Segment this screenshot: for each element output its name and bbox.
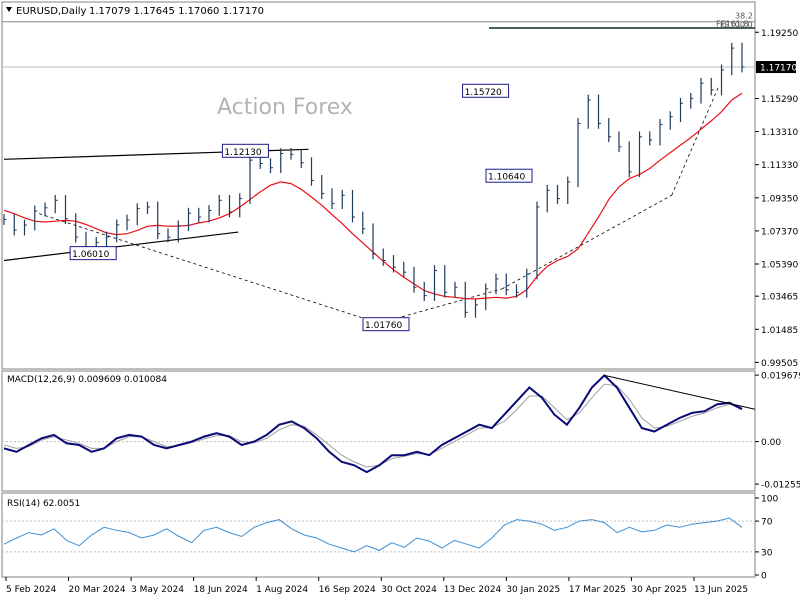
trend-line bbox=[3, 231, 239, 262]
macd-label: MACD(12,26,9) 0.009609 0.010084 bbox=[7, 375, 167, 385]
price-label-box bbox=[462, 83, 510, 98]
price-label: 1.10640 bbox=[488, 173, 525, 183]
date-tick-label: 5 Feb 2024 bbox=[6, 585, 57, 595]
price-tick-label: 0.99505 bbox=[761, 359, 798, 369]
rsi-line bbox=[3, 517, 743, 553]
macd-trend-line bbox=[604, 374, 756, 410]
dropdown-arrow-icon[interactable] bbox=[6, 7, 12, 12]
price-tick-label: 1.03465 bbox=[761, 293, 798, 303]
symbol-label: EURUSD,Daily bbox=[16, 6, 87, 17]
price-label: 1.06010 bbox=[72, 250, 109, 260]
macd-panel-frame bbox=[1, 370, 756, 492]
date-tick-label: 18 Jun 2024 bbox=[194, 585, 248, 595]
fib-label-38-2: 38.2 bbox=[735, 12, 753, 21]
price-label-box bbox=[362, 317, 410, 332]
fib-label-fe100: FE100.0 bbox=[720, 20, 753, 29]
price-tick-label: 1.07370 bbox=[761, 227, 798, 237]
price-label: 1.12130 bbox=[224, 148, 261, 158]
rsi-tick-label: 100 bbox=[761, 495, 778, 505]
price-tick-label: 1.13310 bbox=[761, 128, 798, 138]
price-label-box bbox=[69, 246, 117, 261]
price-tick-label: 1.09350 bbox=[761, 194, 798, 204]
date-tick-label: 16 Sep 2024 bbox=[319, 585, 376, 595]
price-label: 1.01760 bbox=[365, 321, 402, 331]
date-tick-label: 30 Jan 2025 bbox=[506, 585, 560, 595]
fib-label-fe161-8: FE161.8 bbox=[716, 20, 749, 29]
watermark: Action Forex bbox=[217, 95, 353, 120]
date-tick-label: 20 Mar 2024 bbox=[69, 585, 126, 595]
price-tick-label: 1.01485 bbox=[761, 326, 798, 336]
wave-line bbox=[39, 213, 379, 324]
price-tick-label: 1.19250 bbox=[761, 29, 798, 39]
current-price-tag bbox=[756, 61, 796, 74]
rsi-tick-label: 70 bbox=[761, 518, 773, 528]
macd-tick-label: -0.012552 bbox=[761, 481, 800, 491]
rsi-label: RSI(14) 62.0051 bbox=[7, 499, 80, 509]
date-tick-label: 13 Jun 2025 bbox=[694, 585, 748, 595]
current-price-label: 1.17170 bbox=[760, 64, 797, 74]
macd-tick-label: 0.00 bbox=[761, 438, 781, 448]
price-tick-label: 1.05390 bbox=[761, 261, 798, 271]
price-label-box bbox=[485, 168, 533, 183]
macd-tick-label: 0.019679 bbox=[761, 372, 800, 382]
rsi-tick-label: 0 bbox=[761, 572, 767, 582]
date-tick-label: 17 Mar 2025 bbox=[569, 585, 626, 595]
wave-line bbox=[671, 86, 719, 196]
date-tick-label: 1 Aug 2024 bbox=[256, 585, 308, 595]
macd-line bbox=[3, 374, 743, 474]
ohlc-label: 1.17079 1.17645 1.17060 1.17170 bbox=[89, 6, 264, 17]
price-label-box bbox=[221, 143, 269, 158]
date-tick-label: 30 Apr 2025 bbox=[631, 585, 687, 595]
wave-line bbox=[501, 194, 672, 290]
date-tick-label: 3 May 2024 bbox=[131, 585, 184, 595]
price-panel-frame bbox=[1, 1, 756, 370]
date-tick-label: 13 Dec 2024 bbox=[444, 585, 502, 595]
date-tick-label: 30 Oct 2024 bbox=[381, 585, 437, 595]
price-tick-label: 1.15290 bbox=[761, 95, 798, 105]
rsi-panel-frame bbox=[1, 492, 756, 578]
macd-signal-line bbox=[3, 383, 743, 468]
moving-average-line bbox=[3, 92, 743, 300]
price-label: 1.15720 bbox=[465, 88, 502, 98]
price-tick-label: 1.11330 bbox=[761, 161, 798, 171]
rsi-tick-label: 30 bbox=[761, 548, 773, 558]
